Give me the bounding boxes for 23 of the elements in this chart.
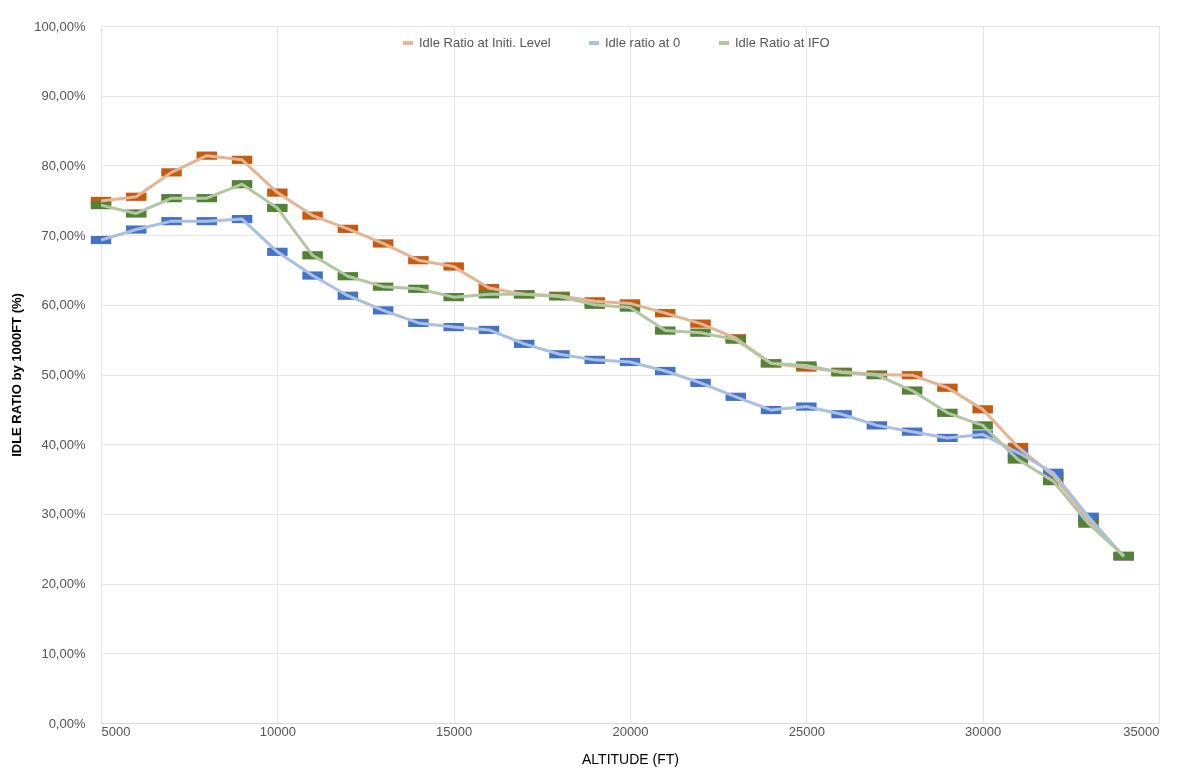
y-axis-title: IDLE RATIO by 1000FT (%) <box>9 293 25 457</box>
legend-label: Idle Ratio at Initi. Level <box>419 35 551 50</box>
y-tick-label: 40,00% <box>41 436 86 452</box>
y-tick-label: 90,00% <box>41 88 86 104</box>
x-tick-label: 25000 <box>788 723 825 739</box>
y-tick-label: 30,00% <box>41 506 86 522</box>
x-tick-label: 15000 <box>436 723 473 739</box>
y-tick-label: 60,00% <box>41 297 86 313</box>
legend-label: Idle Ratio at IFO <box>735 35 830 50</box>
y-tick-label: 20,00% <box>41 576 86 592</box>
y-tick-label: 70,00% <box>41 227 86 243</box>
x-tick-label: 35000 <box>1123 723 1160 739</box>
legend-label: Idle ratio at 0 <box>605 35 681 50</box>
x-axis-title: ALTITUDE (FT) <box>582 750 679 767</box>
x-tick-label: 30000 <box>965 723 1002 739</box>
x-tick-label: 5000 <box>101 723 131 739</box>
y-tick-label: 80,00% <box>41 157 86 173</box>
y-tick-label: 50,00% <box>41 367 86 382</box>
x-tick-label: 20000 <box>612 723 649 739</box>
y-tick-label: 100,00% <box>34 18 86 34</box>
x-tick-label: 10000 <box>259 723 296 739</box>
y-tick-label: 0,00% <box>48 715 86 731</box>
y-tick-label: 10,00% <box>41 645 86 661</box>
